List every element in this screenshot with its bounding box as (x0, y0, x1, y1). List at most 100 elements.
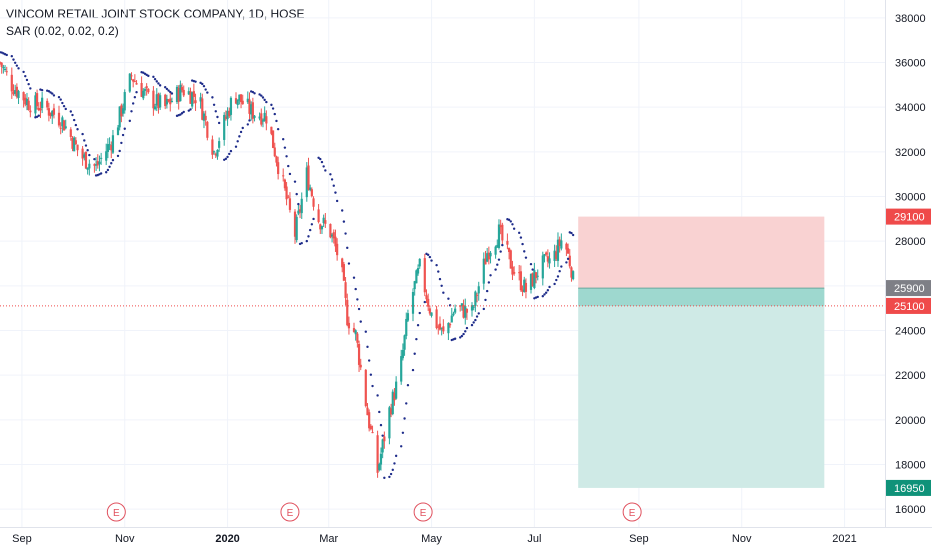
sar-dot (518, 231, 521, 235)
candle-body (448, 324, 452, 326)
candle-body (128, 73, 131, 92)
earnings-event-label: E (420, 508, 427, 519)
candle-body (273, 147, 276, 157)
candle-body (541, 255, 544, 279)
candle-body (381, 439, 384, 453)
sar-dot (116, 154, 120, 158)
sar-dot (37, 114, 40, 117)
sar-dot (308, 228, 312, 232)
candle-body (307, 165, 310, 190)
date-tick-label: 2020 (215, 533, 239, 545)
earnings-event-marker[interactable] (280, 502, 300, 522)
candle-body (100, 157, 103, 159)
sar-dot (553, 282, 556, 286)
candle-body (285, 186, 288, 200)
candle-body (88, 163, 91, 169)
candle-body (287, 196, 290, 198)
sar-dot (22, 70, 25, 74)
sar-dot (61, 101, 64, 105)
sar-dot (548, 285, 551, 289)
candle-body (251, 102, 254, 119)
candle-body (3, 68, 7, 70)
candle-body (135, 83, 138, 85)
candle-body (383, 436, 386, 442)
candle-body (435, 309, 438, 329)
candle-body (277, 162, 280, 175)
sar-dot (99, 172, 103, 175)
candle-body (437, 326, 440, 328)
sar-dot (394, 454, 398, 458)
candle-body (241, 100, 244, 105)
sar-dot (416, 324, 420, 327)
candle-body (336, 243, 339, 256)
sar-dots (0, 51, 575, 480)
time-axis[interactable]: Sep Nov 2020 Mar May Jul Sep Nov 2021 (0, 527, 932, 546)
candle-body (369, 425, 372, 430)
candle-body (12, 91, 15, 95)
sar-dot (13, 61, 17, 64)
sar-dot (475, 315, 479, 318)
candle-body (69, 129, 72, 137)
sar-dot (25, 78, 29, 82)
candle-body (27, 100, 30, 111)
candle-body (211, 139, 214, 155)
candle-body (354, 330, 357, 335)
earnings-event-marker[interactable] (106, 502, 126, 522)
sar-dot (285, 155, 288, 158)
earnings-event-marker[interactable] (413, 502, 433, 522)
sar-dot (187, 109, 190, 112)
sar-dot (86, 149, 89, 152)
candle-body (379, 453, 383, 465)
candle-body (260, 113, 263, 125)
sar-dot (241, 126, 244, 130)
sar-dot (51, 92, 54, 95)
sar-dot (364, 330, 367, 333)
sar-dot (512, 227, 516, 230)
sar-dot (271, 107, 275, 110)
candle-body (395, 381, 398, 399)
sar-dot (121, 133, 125, 137)
candle-body (464, 306, 467, 318)
sar-dot (263, 98, 266, 102)
sar-dot (379, 423, 383, 427)
candle-body (169, 98, 172, 105)
candle-body (258, 116, 261, 119)
candle-body (202, 113, 206, 121)
candle-body (0, 62, 2, 64)
candle-body (118, 106, 121, 128)
candle-body (152, 90, 155, 109)
candle-body (111, 135, 115, 153)
earnings-event-label: E (629, 508, 636, 519)
candle-body (371, 432, 374, 434)
candle-body (96, 161, 99, 166)
candle-body (175, 86, 179, 103)
sar-dot (217, 121, 221, 125)
price-axis-bg[interactable] (885, 0, 932, 550)
candle-body (189, 91, 192, 104)
sar-dot (29, 87, 32, 90)
price-tag-label: 16950 (894, 483, 925, 495)
candle-body (271, 130, 275, 148)
candle-body (234, 98, 238, 104)
sar-dot (224, 157, 228, 161)
candle-body (319, 224, 322, 230)
sar-dot (293, 180, 297, 183)
candle-body (329, 223, 332, 238)
sar-dot (459, 336, 462, 339)
earnings-event-marker[interactable] (622, 502, 642, 522)
candle-body (460, 303, 463, 306)
sar-dot (118, 149, 121, 153)
candle-body (246, 98, 249, 103)
candle-body (204, 115, 207, 121)
sar-dot (453, 337, 457, 340)
candle-body (236, 99, 239, 105)
sar-dot (211, 96, 214, 99)
sar-dot (283, 146, 287, 149)
price-axis[interactable]: 1600018000200002200024000260002800030000… (885, 0, 932, 550)
sar-dot (216, 115, 219, 119)
candle-body (120, 105, 123, 117)
sar-dot (334, 191, 337, 194)
candle-body (356, 333, 359, 343)
candle-body (143, 89, 147, 91)
